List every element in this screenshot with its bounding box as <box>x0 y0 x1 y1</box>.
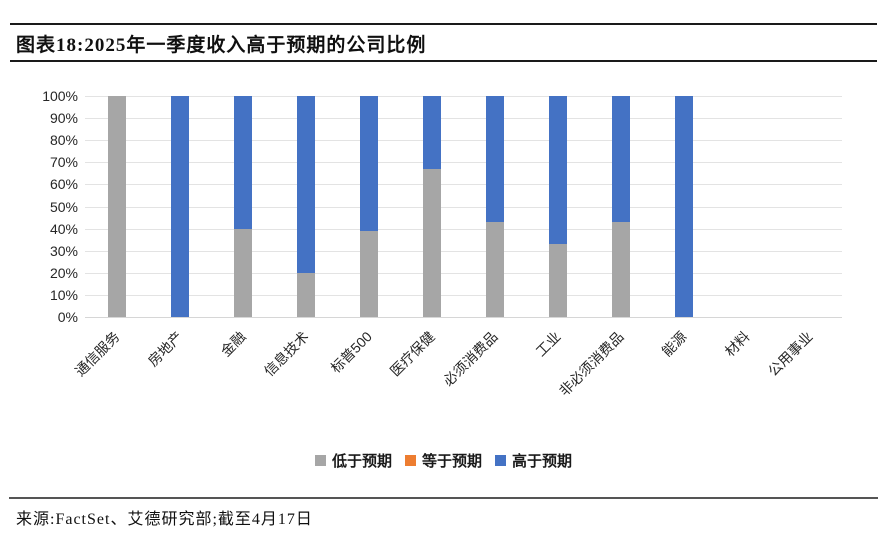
y-tick-label: 0% <box>57 309 78 325</box>
x-category-label: 房地产 <box>144 328 186 370</box>
stacked-bar-6 <box>422 96 441 317</box>
bar-segment-below-expectations <box>486 221 505 317</box>
y-tick-label: 10% <box>49 286 78 303</box>
x-category-label: 信息技术 <box>260 328 312 380</box>
x-category-label: 材料 <box>721 328 754 360</box>
bar-segment-below-expectations <box>296 272 315 317</box>
y-tick-label: 80% <box>49 132 78 149</box>
x-category-label: 标普500 <box>326 328 375 376</box>
title-divider <box>10 60 877 62</box>
bar-segment-above-expectations <box>549 96 568 245</box>
gridline <box>85 206 842 208</box>
bar-segment-below-expectations <box>612 221 631 317</box>
y-tick-label: 40% <box>49 220 78 237</box>
x-category-label: 非必须消费品 <box>556 328 627 400</box>
stacked-bar-8 <box>549 96 568 317</box>
x-category-label: 医疗保健 <box>386 328 438 380</box>
y-tick-label: 90% <box>49 110 78 127</box>
y-tick-label: 50% <box>49 198 78 215</box>
legend-item-equal-to-expectations: 等于预期 <box>404 450 482 471</box>
legend-swatch-above-expectations <box>495 455 506 466</box>
stacked-bar-10 <box>675 96 694 317</box>
bar-segment-below-expectations <box>107 96 126 317</box>
gridline <box>85 228 842 230</box>
x-axis-line <box>85 317 842 318</box>
footer-divider <box>9 497 878 499</box>
figure-title: 图表18:2025年一季度收入高于预期的公司比例 <box>16 35 427 56</box>
x-category-label: 工业 <box>532 328 564 360</box>
legend-label: 等于预期 <box>421 453 482 470</box>
stacked-bar-5 <box>359 96 378 317</box>
legend-label: 高于预期 <box>512 453 573 470</box>
y-tick-label: 100% <box>42 88 78 104</box>
stacked-bar-7 <box>486 96 505 317</box>
source-note: 来源:FactSet、艾德研究部;截至4月17日 <box>16 511 313 528</box>
gridline <box>85 184 842 186</box>
bar-segment-above-expectations <box>296 96 315 273</box>
x-category-label: 必须消费品 <box>439 328 501 390</box>
bar-segment-above-expectations <box>170 96 189 317</box>
plot-area <box>85 96 842 318</box>
gridline <box>85 140 842 142</box>
gridline <box>85 272 842 274</box>
bar-segment-below-expectations <box>422 168 441 317</box>
stacked-bar-11 <box>738 96 756 317</box>
stacked-bar-4 <box>296 96 315 317</box>
stacked-bar-3 <box>233 96 252 317</box>
gridline <box>85 162 842 164</box>
chart-legend: 低于预期 等于预期 高于预期 <box>0 450 887 471</box>
legend-label: 低于预期 <box>331 453 392 470</box>
stacked-bar-1 <box>107 96 126 317</box>
x-category-label: 通信服务 <box>71 328 123 380</box>
y-tick-label: 30% <box>49 242 78 259</box>
y-tick-label: 20% <box>49 264 78 281</box>
legend-item-above-expectations: 高于预期 <box>495 450 572 471</box>
gridline <box>85 250 842 252</box>
gridline <box>85 96 842 97</box>
bar-segment-above-expectations <box>359 96 378 231</box>
bar-segment-above-expectations <box>422 96 441 169</box>
stacked-bar-2 <box>170 96 189 317</box>
stacked-bar-12 <box>801 96 819 317</box>
gridline <box>85 118 842 120</box>
bar-segment-above-expectations <box>612 96 631 222</box>
bar-segment-below-expectations <box>233 228 252 317</box>
y-tick-label: 60% <box>49 176 78 193</box>
legend-item-below-expectations: 低于预期 <box>314 450 392 471</box>
bar-segment-below-expectations <box>549 244 568 317</box>
stacked-bar-9 <box>612 96 631 317</box>
x-category-label: 能源 <box>658 328 690 360</box>
x-category-label: 金融 <box>217 328 249 360</box>
bar-segment-above-expectations <box>675 96 694 317</box>
top-divider <box>10 23 877 25</box>
y-tick-label: 70% <box>49 154 78 171</box>
x-category-label: 公用事业 <box>765 328 817 380</box>
bar-segment-above-expectations <box>233 96 252 229</box>
legend-swatch-below-expectations <box>314 455 326 466</box>
bar-segment-above-expectations <box>486 96 505 222</box>
legend-swatch-equal-to-expectations <box>404 455 416 466</box>
gridline <box>85 294 842 296</box>
bar-segment-below-expectations <box>359 230 378 317</box>
